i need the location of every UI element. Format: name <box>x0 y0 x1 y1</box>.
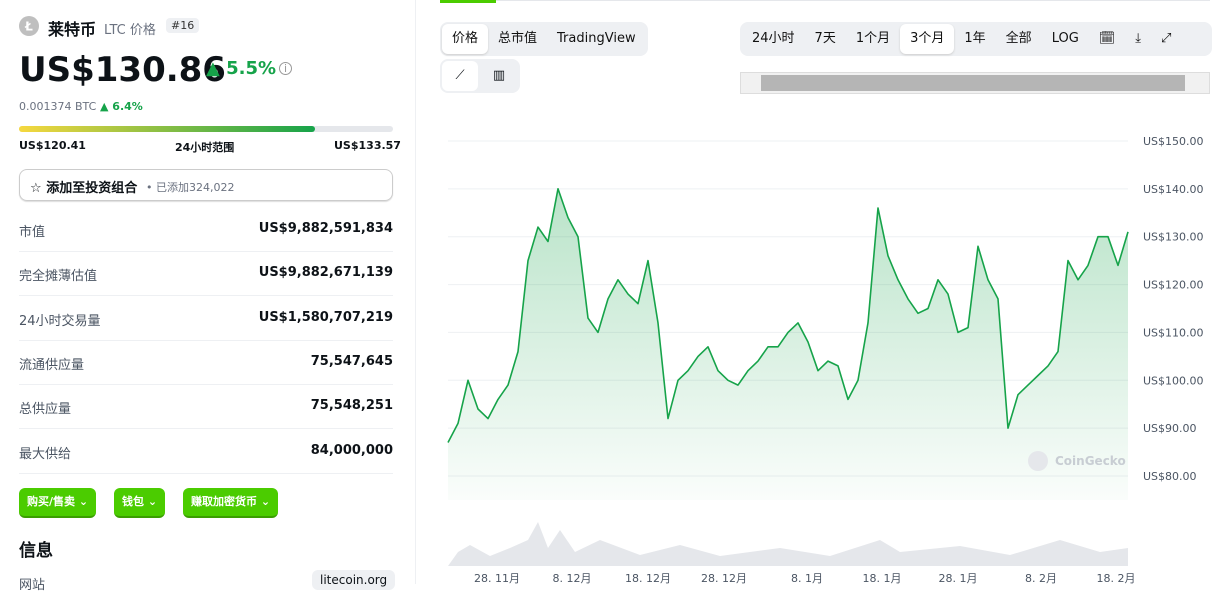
price-area <box>448 188 1128 500</box>
stat-row: 总供应量 75,548,251 <box>19 384 393 430</box>
stat-value: 75,548,251 <box>310 398 393 414</box>
stat-label: 24小时交易量 <box>19 313 101 329</box>
y-tick-label: US$90.00 <box>1143 422 1197 435</box>
action-label: 钱包 <box>122 495 144 508</box>
price-line <box>447 188 1129 443</box>
divider <box>415 0 416 584</box>
x-tick-label: 18. 1月 <box>863 572 902 584</box>
line-chart-toggle[interactable]: ⟋ <box>442 61 478 91</box>
coin-symbol: LTC 价格 <box>104 23 156 38</box>
stat-label: 最大供给 <box>19 446 72 462</box>
action-button[interactable]: 钱包 ⌄ <box>114 488 166 518</box>
chart-tool[interactable]: ⤢ <box>1161 31 1172 46</box>
range-tab[interactable]: LOG <box>1051 31 1079 46</box>
rank: #16 <box>166 18 200 33</box>
stat-value: US$9,882,591,834 <box>258 221 393 236</box>
scroll-thumb[interactable] <box>761 75 1185 91</box>
btc-price: 0.001374 BTC <box>19 100 97 113</box>
y-tick-label: US$80.00 <box>1143 470 1197 483</box>
portfolio-added: • 已添加324,022 <box>146 181 235 194</box>
portfolio-text: 添加至投资组合 <box>46 181 138 196</box>
watermark-logo <box>1028 451 1048 471</box>
stat-label: 市值 <box>19 225 46 240</box>
range-fill <box>19 126 315 132</box>
coin-name: 莱特币 <box>48 20 97 39</box>
range-label: 24小时范围 <box>175 141 235 154</box>
change: ▲ 5.5% <box>206 58 277 79</box>
x-tick-label: 8. 12月 <box>553 572 592 584</box>
action-button[interactable]: 赚取加密货币 ⌄ <box>183 488 279 518</box>
y-tick-label: US$140.00 <box>1143 183 1204 196</box>
stat-value: 75,547,645 <box>310 353 393 369</box>
stat-row: 流通供应量 75,547,645 <box>19 340 393 385</box>
stat-row: 市值 US$9,882,591,834 <box>19 207 393 252</box>
range-bar <box>19 126 393 132</box>
tab[interactable]: TradingView <box>557 31 636 46</box>
volume-area <box>448 522 1128 566</box>
active-underline <box>440 0 496 3</box>
stat-label: 流通供应量 <box>19 357 85 373</box>
portfolio-label: ☆ 添加至投资组合 <box>30 181 138 196</box>
x-tick-label: 8. 2月 <box>1025 572 1057 584</box>
x-tick-label: 28. 12月 <box>701 572 747 584</box>
x-tick-label: 18. 2月 <box>1097 572 1136 584</box>
stat-row: 24小时交易量 US$1,580,707,219 <box>19 296 393 341</box>
stat-value: US$9,882,671,139 <box>258 265 393 281</box>
stat-row: 完全摊薄估值 US$9,882,671,139 <box>19 251 393 297</box>
x-tick-label: 28. 11月 <box>474 572 520 584</box>
x-tick-label: 28. 1月 <box>939 572 978 584</box>
range-tab[interactable]: 1年 <box>964 31 986 46</box>
coin-logo: Ł <box>19 16 39 36</box>
range-high: US$133.57 <box>334 139 401 152</box>
price: US$130.86 <box>19 50 226 90</box>
y-tick-label: US$110.00 <box>1143 326 1204 339</box>
y-tick-label: US$130.00 <box>1143 231 1204 244</box>
stat-row: 最大供给 84,000,000 <box>19 429 393 474</box>
chart-type-switch: ⟋ ▥ <box>440 59 520 93</box>
chart-tool[interactable]: 🗓 <box>1098 31 1116 46</box>
info-icon[interactable]: i <box>279 62 292 75</box>
change-value: 5.5% <box>226 58 277 79</box>
stat-value: 84,000,000 <box>310 442 393 458</box>
range-tab[interactable]: 全部 <box>1005 31 1032 46</box>
tab[interactable]: 价格 <box>442 24 489 54</box>
tabs: 价格 总市值 TradingView <box>440 22 648 56</box>
top-border <box>440 0 1210 1</box>
y-tick-label: US$150.00 <box>1143 135 1204 148</box>
scrollbar[interactable] <box>740 72 1210 94</box>
action-label: 购买/售卖 <box>27 495 76 508</box>
range-low: US$120.41 <box>19 139 86 152</box>
x-tick-label: 18. 12月 <box>625 572 671 584</box>
chart-tool[interactable]: ⤓ <box>1135 31 1142 46</box>
action-label: 赚取加密货币 <box>191 495 257 508</box>
range-tab[interactable]: 24小时 <box>752 31 795 46</box>
range-tab[interactable]: 3个月 <box>900 24 955 54</box>
range-tab[interactable]: 7天 <box>814 31 836 46</box>
y-tick-label: US$100.00 <box>1143 374 1204 387</box>
stat-value: US$1,580,707,219 <box>258 309 393 325</box>
btc-change-value: 6.4% <box>112 100 143 113</box>
portfolio-button[interactable]: ☆ 添加至投资组合 • 已添加324,022 <box>19 169 393 201</box>
tab[interactable]: 总市值 <box>498 31 538 46</box>
range-tabs: 24小时 7天 1个月 3个月 1年 全部 LOG 🗓 ⤓ ⤢ <box>740 22 1212 56</box>
action-button[interactable]: 购买/售卖 ⌄ <box>19 488 97 518</box>
y-tick-label: US$120.00 <box>1143 279 1204 292</box>
range-tab[interactable]: 1个月 <box>855 31 891 46</box>
stat-label: 总供应量 <box>19 402 72 418</box>
btc-change: ▲ 6.4% <box>100 100 143 113</box>
x-tick-label: 8. 1月 <box>791 572 823 584</box>
watermark: CoinGecko <box>1055 454 1126 468</box>
info-title: 信息 <box>19 541 53 561</box>
stat-label: 完全摊薄估值 <box>19 269 98 285</box>
svg-text:Ł: Ł <box>24 20 33 34</box>
candle-chart-toggle[interactable]: ▥ <box>492 68 506 83</box>
